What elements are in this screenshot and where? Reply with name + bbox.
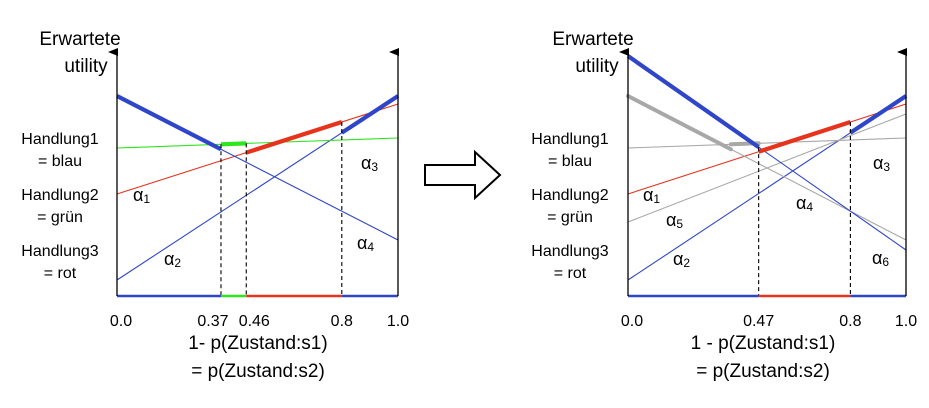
right-utility-lines — [627, 55, 907, 281]
left-envelope-segment-1 — [220, 141, 247, 147]
left-action3-line1: Handlung3 — [21, 243, 99, 260]
right-x-axis-title-line1: 1 - p(Zustand:s1) — [691, 333, 836, 354]
right-alpha5-line — [627, 113, 907, 223]
right-envelope-segment-2 — [849, 94, 908, 135]
left-alpha4-label: α4 — [357, 233, 374, 254]
right-alpha6-label: α6 — [872, 248, 889, 269]
left-x-axis-title-line2: = p(Zustand:s2) — [191, 361, 325, 382]
left-y-axis-title-line2: utility — [64, 56, 108, 77]
right-alpha4-label: α4 — [796, 193, 813, 214]
right-alpha5-label: α5 — [666, 210, 683, 231]
left-x-tick-0: 0.0 — [110, 313, 132, 330]
left-upper-envelope — [116, 94, 400, 155]
left-x-axis-title-line1: 1- p(Zustand:s1) — [188, 333, 327, 354]
left-x-tick-2: 0.46 — [239, 313, 270, 330]
right-envelope-segment-1 — [758, 120, 852, 154]
right-alpha1-label: α1 — [643, 185, 660, 206]
right-y-axis-title-line2: utility — [575, 56, 619, 77]
left-x-tick-labels: 0.0 0.37 0.46 0.8 1.0 — [110, 313, 409, 330]
right-alpha3-line — [627, 137, 907, 149]
left-action1-line1: Handlung1 — [21, 131, 99, 148]
left-envelope-segment-0 — [116, 94, 222, 152]
left-alpha3-line — [116, 137, 399, 149]
left-dashed-markers — [220, 122, 343, 296]
right-action1-line1: Handlung1 — [531, 131, 609, 148]
right-x-tick-labels: 0.0 0.47 0.8 1.0 — [621, 313, 917, 330]
left-action2-line2: = grün — [37, 209, 83, 226]
right-x-tick-0: 0.0 — [621, 313, 643, 330]
right-action2-line1: Handlung2 — [531, 187, 609, 204]
right-envelope-segment-0 — [626, 54, 760, 149]
left-y-axis-title-line1: Erwartete — [39, 29, 120, 50]
right-action2-line2: = grün — [547, 209, 593, 226]
left-action3-line2: = rot — [44, 265, 77, 282]
left-x-tick-3: 0.8 — [331, 313, 353, 330]
right-arrow-icon — [424, 149, 502, 201]
right-action3-line2: = rot — [554, 265, 587, 282]
left-action1-line2: = blau — [38, 153, 82, 170]
right-x-tick-2: 0.8 — [839, 313, 861, 330]
right-dashed-markers — [758, 122, 851, 296]
right-action1-line2: = blau — [548, 153, 592, 170]
right-y-axis-title-line1: Erwartete — [552, 29, 633, 50]
right-alpha2-label: α2 — [673, 249, 690, 270]
right-action3-line1: Handlung3 — [531, 243, 609, 260]
transition-arrow — [424, 149, 502, 201]
right-gray-envelope-segment-0 — [626, 94, 733, 152]
right-x-tick-1: 0.47 — [743, 313, 774, 330]
left-envelope-segment-2 — [245, 120, 343, 155]
right-x-tick-3: 1.0 — [895, 313, 917, 330]
left-alpha1-label: α1 — [133, 185, 150, 206]
right-x-axis-title-line2: = p(Zustand:s2) — [696, 361, 830, 382]
left-alpha2-label: α2 — [164, 249, 181, 270]
left-x-tick-4: 1.0 — [387, 313, 409, 330]
left-x-tick-1: 0.37 — [197, 313, 228, 330]
right-panel: Erwartete utility Handlung1 = blau Handl… — [531, 29, 917, 382]
left-envelope-segment-3 — [340, 94, 400, 135]
left-panel: Erwartete utility Handlung1 = blau Handl… — [21, 29, 409, 382]
right-upper-envelope — [626, 54, 908, 154]
left-action2-line1: Handlung2 — [21, 187, 99, 204]
left-alpha3-label: α3 — [361, 153, 378, 174]
right-alpha3-label: α3 — [873, 153, 890, 174]
